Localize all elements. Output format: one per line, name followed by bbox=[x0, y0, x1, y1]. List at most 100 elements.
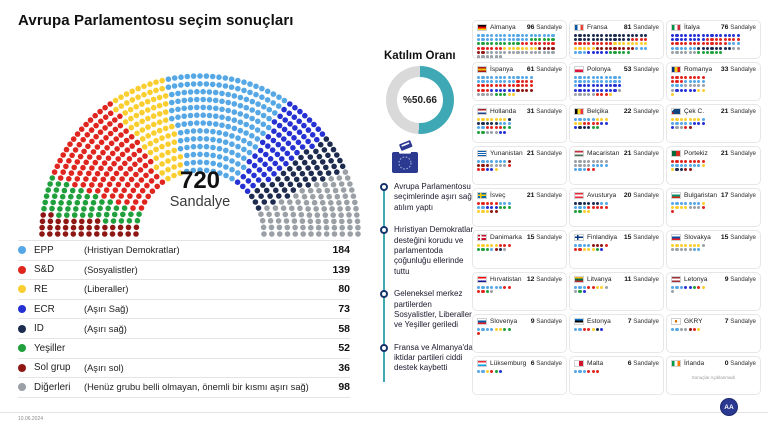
seat-dot bbox=[684, 205, 688, 210]
seat-dot bbox=[507, 159, 511, 163]
seat-dot bbox=[494, 327, 498, 331]
seat-dot bbox=[639, 33, 643, 37]
country-name: İtalya bbox=[684, 24, 700, 31]
country-card-header: Romanya 33 Sandalye bbox=[671, 66, 756, 73]
seat-dot bbox=[701, 37, 705, 42]
seat-dot bbox=[485, 210, 489, 214]
seat-dot bbox=[582, 126, 586, 130]
seat-dot bbox=[697, 33, 701, 37]
country-seat-dots bbox=[574, 75, 622, 97]
legend-row: Yeşiller 52 bbox=[18, 339, 350, 359]
seat-dot bbox=[710, 46, 714, 50]
seat-dot bbox=[701, 117, 705, 121]
country-seat-count: 17 Sandalye bbox=[720, 192, 756, 199]
seat-dot bbox=[714, 33, 718, 37]
seat-dot bbox=[697, 37, 701, 42]
seat-dot bbox=[477, 84, 481, 88]
seat-dot bbox=[679, 243, 683, 247]
seat-dot bbox=[494, 168, 498, 172]
seat-dot bbox=[600, 84, 604, 88]
country-seat-count: 9 Sandalye bbox=[724, 276, 756, 283]
seat-dot bbox=[675, 159, 679, 163]
seat-dot bbox=[591, 88, 595, 92]
legend-party-name: EPP bbox=[34, 244, 54, 256]
seat-dot bbox=[613, 33, 617, 37]
seat-dot bbox=[551, 42, 555, 46]
country-card: Lüksemburg 6 Sandalye bbox=[472, 356, 567, 395]
seat-dot bbox=[494, 79, 498, 84]
seat-dot bbox=[578, 75, 582, 79]
country-seat-dots bbox=[477, 243, 512, 252]
seat-dot bbox=[494, 130, 498, 134]
seat-dot bbox=[578, 126, 582, 130]
country-card-header: Slovenya 9 Sandalye bbox=[477, 318, 562, 325]
seat-dot bbox=[692, 33, 697, 37]
seat-dot bbox=[609, 93, 613, 97]
country-card-header: Portekiz 21 Sandalye bbox=[671, 150, 756, 157]
seat-dot bbox=[688, 33, 692, 37]
seat-dot bbox=[600, 205, 604, 210]
seat-dot bbox=[604, 37, 608, 42]
country-card: İrlanda 0 Sandalye Sonuçlar Açıklanmadı bbox=[666, 356, 761, 395]
seat-dot bbox=[692, 121, 697, 126]
country-seat-dots bbox=[574, 201, 609, 214]
country-name: İspanya bbox=[490, 66, 514, 73]
seat-dot bbox=[727, 46, 732, 50]
seat-dot bbox=[494, 51, 498, 55]
seat-dot bbox=[477, 243, 481, 247]
country-card: Bulgaristan 17 Sandalye bbox=[666, 188, 761, 227]
seat-dot bbox=[609, 42, 613, 46]
seat-dot bbox=[481, 289, 485, 294]
seat-dot bbox=[684, 37, 688, 42]
country-seat-dots bbox=[477, 159, 512, 172]
seat-dot bbox=[490, 46, 494, 50]
seat-dot bbox=[574, 93, 578, 97]
seat-dot bbox=[494, 121, 498, 126]
seat-dot bbox=[595, 369, 600, 373]
seat-dot bbox=[498, 84, 503, 88]
seat-dot bbox=[533, 51, 538, 55]
seat-dot bbox=[578, 159, 582, 163]
seat-dot bbox=[604, 51, 608, 55]
seat-dot bbox=[679, 79, 683, 84]
seat-dot bbox=[679, 75, 683, 79]
seat-dot bbox=[516, 84, 520, 88]
country-card: Yunanistan 21 Sandalye bbox=[472, 146, 567, 185]
seat-dot bbox=[490, 205, 494, 210]
seat-dot bbox=[697, 79, 701, 84]
legend-seat-count: 98 bbox=[338, 381, 350, 394]
country-seat-count: 6 Sandalye bbox=[627, 360, 659, 367]
seat-dot bbox=[542, 42, 546, 46]
seat-dot bbox=[574, 285, 578, 289]
country-flag-icon bbox=[574, 24, 584, 31]
seat-dot bbox=[574, 159, 578, 163]
hemicycle-total-seats: 720 bbox=[179, 167, 221, 194]
country-seat-count: 7 Sandalye bbox=[724, 318, 756, 325]
country-seat-count: 21 Sandalye bbox=[720, 108, 756, 115]
seat-dot bbox=[613, 51, 617, 55]
seat-dot bbox=[591, 243, 595, 247]
seat-dot bbox=[578, 117, 582, 121]
seat-dot bbox=[494, 126, 498, 130]
seat-dot bbox=[600, 243, 604, 247]
footer-divider bbox=[0, 412, 768, 413]
seat-dot bbox=[481, 205, 485, 210]
legend-color-dot bbox=[18, 246, 26, 255]
seat-dot bbox=[477, 289, 481, 294]
seat-dot bbox=[485, 117, 489, 121]
country-seat-count: 15 Sandalye bbox=[720, 234, 756, 241]
seat-dot bbox=[481, 55, 485, 58]
country-seat-dots bbox=[477, 327, 512, 336]
country-card: Slovenya 9 Sandalye bbox=[472, 314, 567, 353]
seat-dot bbox=[591, 93, 595, 97]
seat-dot bbox=[675, 201, 679, 205]
seat-dot bbox=[498, 46, 503, 50]
seat-dot bbox=[688, 247, 692, 252]
country-card-header: Hırvatistan 12 Sandalye bbox=[477, 276, 562, 283]
seat-dot bbox=[675, 126, 679, 130]
country-name: Finlandiya bbox=[587, 234, 618, 241]
seat-dot bbox=[533, 42, 538, 46]
timeline-bullet-icon bbox=[380, 290, 388, 299]
seat-dot bbox=[481, 42, 485, 46]
seat-dot bbox=[516, 88, 520, 92]
